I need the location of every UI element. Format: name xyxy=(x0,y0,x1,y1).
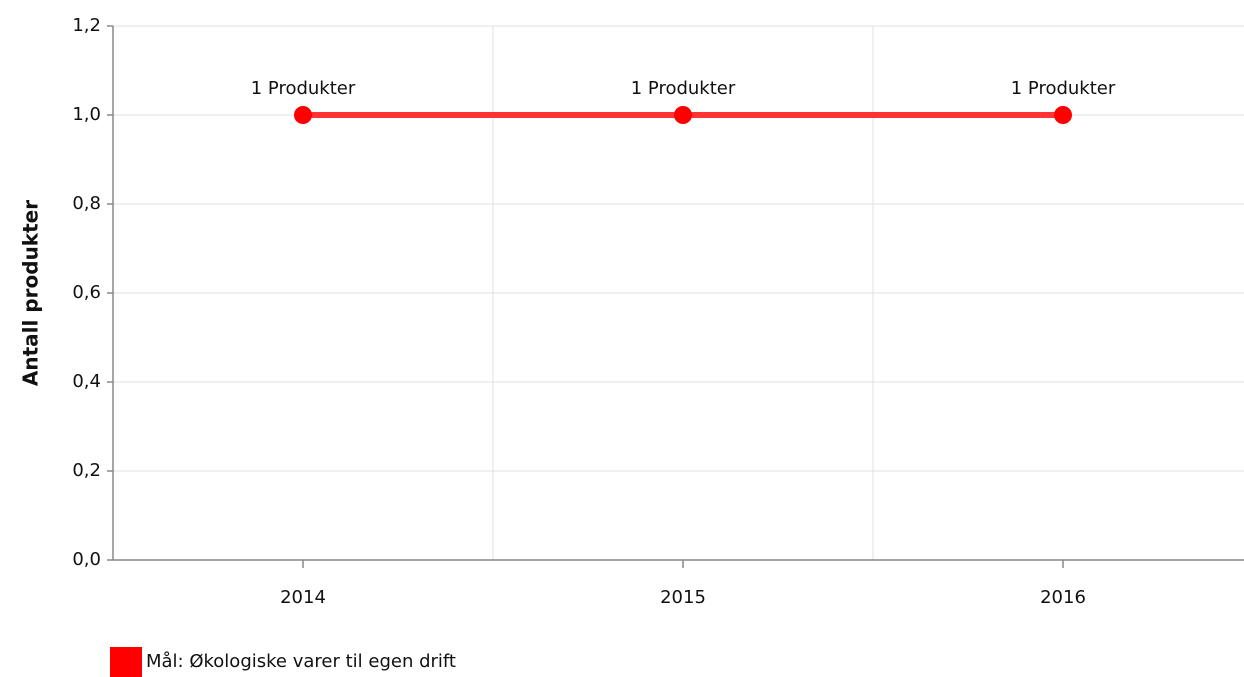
point xyxy=(674,106,692,124)
y-tick-label: 0,4 xyxy=(72,371,101,392)
point xyxy=(1054,106,1072,124)
y-tick-label: 0,2 xyxy=(72,460,101,481)
y-tick-label: 1,2 xyxy=(72,15,101,36)
y-tick-label: 1,0 xyxy=(72,104,101,125)
value-label: 1 Produkter xyxy=(631,78,736,99)
y-tick-label: 0,0 xyxy=(72,549,101,570)
legend-label: Mål: Økologiske varer til egen drift xyxy=(146,651,456,672)
x-tick-label: 2016 xyxy=(1040,587,1086,608)
y-axis-label: Antall produkter xyxy=(19,200,43,386)
x-tick-label: 2015 xyxy=(660,587,706,608)
point xyxy=(294,106,312,124)
legend-swatch xyxy=(110,647,142,677)
y-tick-label: 0,8 xyxy=(72,193,101,214)
value-label: 1 Produkter xyxy=(251,78,356,99)
x-tick-label: 2014 xyxy=(280,587,326,608)
y-tick-label: 0,6 xyxy=(72,282,101,303)
value-label: 1 Produkter xyxy=(1011,78,1116,99)
